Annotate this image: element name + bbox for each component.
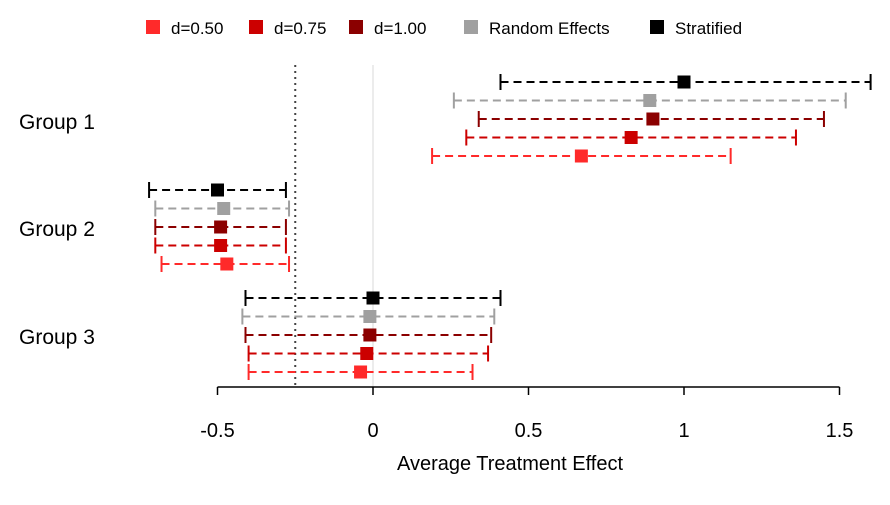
x-axis: -0.5 0 0.5 1 1.5 xyxy=(200,386,854,442)
point-estimate-d-0-50-group-2 xyxy=(220,257,234,271)
reference-lines xyxy=(294,65,374,387)
x-tick-label-2: 0.5 xyxy=(515,420,543,442)
point-estimate-d-0-50-group-3 xyxy=(354,365,368,379)
confidence-intervals xyxy=(148,74,872,380)
legend-label-d-1-00: d=1.00 xyxy=(374,19,426,38)
point-estimate-random-effects-group-2 xyxy=(217,202,231,215)
group-labels: Group 1 Group 2 Group 3 xyxy=(19,111,95,349)
legend-swatch-d-0-50 xyxy=(146,20,160,34)
point-estimate-stratified-group-3 xyxy=(366,291,380,305)
point-estimate-d-0-50-group-1 xyxy=(574,149,588,163)
legend-swatch-d-0-75 xyxy=(249,20,263,34)
point-estimate-d-1-00-group-3 xyxy=(363,328,377,342)
legend-label-random-effects: Random Effects xyxy=(489,19,610,38)
point-estimate-d-1-00-group-2 xyxy=(214,220,228,234)
point-estimate-random-effects-group-3 xyxy=(363,310,377,323)
x-tick-label-4: 1.5 xyxy=(826,420,854,442)
x-tick-label-3: 1 xyxy=(678,420,689,442)
group-label-group-1: Group 1 xyxy=(19,111,95,134)
point-estimate-d-0-75-group-3 xyxy=(360,347,374,360)
legend-label-d-0-75: d=0.75 xyxy=(274,19,326,38)
legend: d=0.50 d=0.75 d=1.00 Random Effects Stratifi… xyxy=(146,19,742,38)
group-label-group-3: Group 3 xyxy=(19,326,95,349)
legend-label-stratified: Stratified xyxy=(675,19,742,38)
x-tick-label-0: -0.5 xyxy=(200,420,234,442)
legend-swatch-d-1-00 xyxy=(349,20,363,34)
x-tick-label-1: 0 xyxy=(367,420,378,442)
x-axis-label: Average Treatment Effect xyxy=(397,453,623,475)
point-estimate-d-1-00-group-1 xyxy=(646,112,660,126)
legend-swatch-stratified xyxy=(650,20,664,34)
legend-label-d-0-50: d=0.50 xyxy=(171,19,223,38)
point-estimate-random-effects-group-1 xyxy=(643,94,657,107)
legend-swatch-random-effects xyxy=(464,20,478,34)
point-estimate-d-0-75-group-2 xyxy=(214,239,228,252)
point-estimate-stratified-group-2 xyxy=(211,183,224,197)
group-label-group-2: Group 2 xyxy=(19,218,95,241)
point-estimate-d-0-75-group-1 xyxy=(624,131,638,144)
point-estimate-stratified-group-1 xyxy=(677,75,691,89)
